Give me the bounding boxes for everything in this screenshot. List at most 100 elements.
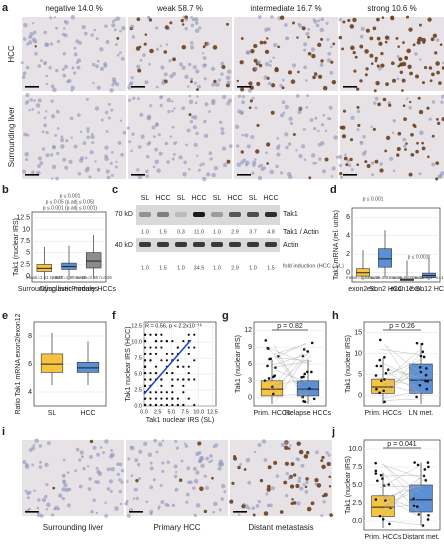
dot xyxy=(193,346,196,349)
nucleus xyxy=(126,126,130,130)
nucleus xyxy=(279,113,285,118)
scale-bar xyxy=(129,511,143,513)
nucleus xyxy=(297,479,301,483)
nucleus xyxy=(113,28,117,32)
nucleus xyxy=(120,56,125,61)
nucleus xyxy=(237,109,242,114)
p-value: p ≤ 0.001 xyxy=(60,193,81,199)
nucleus xyxy=(219,462,225,467)
pair-line xyxy=(379,348,424,356)
y-tick-label: 0 xyxy=(248,394,252,401)
nucleus xyxy=(437,121,441,125)
nucleus xyxy=(99,47,104,52)
nucleus xyxy=(310,501,315,506)
nucleus xyxy=(408,106,412,110)
nucleus xyxy=(396,146,401,151)
nucleus xyxy=(395,36,399,40)
nucleus xyxy=(277,144,281,148)
nucleus xyxy=(284,23,288,27)
dot xyxy=(160,333,163,336)
nucleus xyxy=(184,15,189,19)
nucleus xyxy=(396,153,400,157)
nucleus xyxy=(34,45,37,48)
dot xyxy=(421,350,425,354)
dot xyxy=(424,479,428,482)
p-value: p ≤ 0.05 (p.adj ≤ 0.05) xyxy=(46,199,95,205)
dot xyxy=(375,387,378,391)
nucleus xyxy=(104,156,109,162)
nucleus xyxy=(120,468,125,473)
nucleus xyxy=(159,44,163,48)
nucleus xyxy=(127,85,132,90)
dot xyxy=(381,517,385,521)
x-tick-label: Prim. HCCs xyxy=(365,534,402,541)
dot xyxy=(176,397,179,400)
dot xyxy=(378,338,382,342)
nucleus xyxy=(109,161,113,165)
nucleus xyxy=(107,102,111,106)
nucleus xyxy=(208,110,211,114)
dot xyxy=(303,400,307,404)
nucleus xyxy=(189,45,195,50)
pair-line xyxy=(383,363,422,382)
nucleus xyxy=(37,164,41,168)
nucleus xyxy=(130,76,134,80)
nucleus xyxy=(35,103,41,108)
nucleus xyxy=(266,37,269,40)
band xyxy=(139,212,151,217)
dot xyxy=(154,391,158,394)
nucleus xyxy=(223,490,227,494)
nucleus xyxy=(55,68,59,73)
dot xyxy=(171,371,174,375)
nucleus xyxy=(241,95,245,99)
nucleus xyxy=(295,149,298,152)
dot xyxy=(193,403,196,407)
y-tick-label: 12 xyxy=(244,327,252,334)
nucleus xyxy=(275,474,280,478)
nucleus xyxy=(364,73,368,77)
ratio: 2.9 xyxy=(231,229,239,235)
nucleus xyxy=(45,82,49,86)
nucleus xyxy=(110,173,114,177)
nucleus xyxy=(55,26,59,30)
lane-label: SL xyxy=(213,195,222,202)
nucleus xyxy=(45,130,49,135)
marker: 70 kD xyxy=(115,211,133,218)
nucleus xyxy=(110,449,113,452)
dot xyxy=(374,469,378,473)
nucleus xyxy=(202,56,207,60)
nucleus xyxy=(209,157,213,161)
nucleus xyxy=(46,441,51,446)
nucleus xyxy=(149,48,154,54)
y-tick-label: 12.5 xyxy=(16,215,30,222)
nucleus xyxy=(270,486,275,491)
nucleus xyxy=(129,24,135,30)
nucleus xyxy=(240,37,244,40)
dot xyxy=(383,400,386,404)
nucleus xyxy=(32,443,36,447)
nucleus xyxy=(34,438,39,444)
fold: 34.5 xyxy=(194,265,205,271)
nucleus xyxy=(99,446,103,449)
nucleus xyxy=(106,487,111,491)
pair-line xyxy=(382,463,424,509)
nucleus xyxy=(50,177,54,180)
box xyxy=(40,353,64,373)
nucleus xyxy=(256,60,261,65)
nucleus xyxy=(208,151,213,156)
nucleus xyxy=(33,489,36,493)
dot xyxy=(193,359,196,362)
nucleus xyxy=(292,473,297,477)
dot xyxy=(165,359,168,362)
nucleus xyxy=(36,506,40,510)
scale-bar xyxy=(343,174,357,176)
nucleus xyxy=(137,174,143,180)
nucleus xyxy=(316,483,322,488)
nucleus xyxy=(356,109,361,114)
nucleus xyxy=(80,455,84,459)
nucleus xyxy=(432,33,438,38)
nucleus xyxy=(131,132,135,136)
nucleus xyxy=(181,106,186,111)
dot xyxy=(424,373,428,377)
nucleus xyxy=(26,496,31,500)
